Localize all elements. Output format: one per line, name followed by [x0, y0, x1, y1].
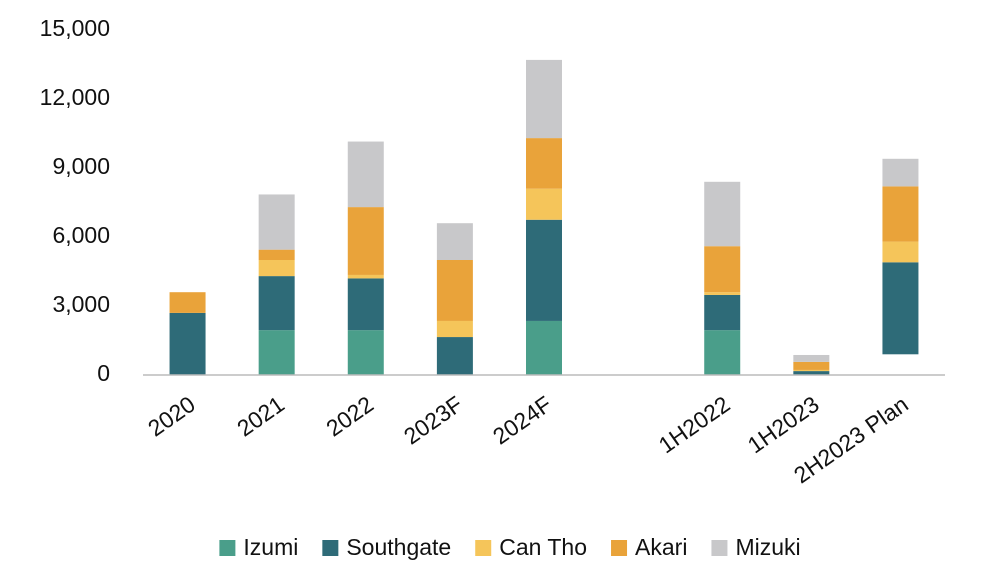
bar-segment	[526, 59, 562, 139]
bar-segment	[347, 207, 384, 275]
bar-segment	[258, 194, 295, 250]
bar-segment	[258, 260, 295, 277]
bar-segment	[436, 337, 473, 375]
bar-segment	[436, 223, 473, 260]
bar-segment	[526, 138, 562, 189]
legend-swatch	[322, 540, 339, 556]
bar-segment	[793, 354, 830, 362]
x-tick-label: 2024F	[488, 391, 556, 450]
bar-segment	[526, 320, 562, 375]
bar-segment	[526, 219, 562, 321]
x-tick-label: 1H2023	[743, 391, 824, 459]
legend-swatch	[611, 540, 628, 556]
legend-label: Mizuki	[735, 534, 800, 560]
legend-label: Izumi	[243, 534, 298, 560]
bar-segment	[793, 371, 830, 375]
x-tick-label: 2022	[321, 391, 378, 442]
legend-swatch	[475, 540, 492, 556]
bar-segment	[436, 320, 473, 338]
legend-label: Can Tho	[499, 534, 587, 560]
legend: Izumi Southgate Can Tho Akari Mizuki	[219, 534, 801, 560]
bar-segment	[882, 241, 919, 263]
bar-segment	[704, 330, 741, 375]
y-tick-label: 6,000	[52, 222, 110, 248]
bar-segment	[882, 262, 919, 355]
bar-segment	[704, 181, 741, 247]
bar-segment	[258, 330, 295, 375]
bar-segment	[793, 361, 830, 370]
bar-segment	[258, 249, 295, 260]
base-segment	[882, 354, 918, 375]
y-tick-label: 15,000	[40, 15, 110, 41]
x-tick-label: 2020	[143, 391, 200, 442]
bar-segment	[347, 141, 384, 208]
y-tick-label: 9,000	[52, 153, 110, 179]
bar-segment	[793, 369, 830, 372]
x-tick-label: 1H2022	[654, 391, 735, 459]
legend-swatch	[219, 540, 236, 556]
y-tick-label: 3,000	[52, 291, 110, 317]
x-tick-label: 2023F	[399, 391, 467, 450]
bar-segment	[347, 278, 384, 331]
legend-swatch	[711, 540, 728, 556]
bar-segment	[436, 260, 473, 321]
bar-segment	[347, 274, 384, 279]
legend-label: Southgate	[346, 534, 451, 560]
bar-segment	[882, 186, 919, 242]
bar-segment	[347, 330, 384, 375]
bar-segment	[169, 312, 206, 375]
bar-segment	[704, 294, 741, 331]
bar-segment	[258, 276, 295, 331]
y-tick-label: 12,000	[40, 84, 110, 110]
bar-segment	[704, 246, 741, 293]
bar-segment	[526, 188, 562, 220]
bar-segment	[169, 292, 206, 313]
x-tick-label: 2021	[232, 391, 289, 442]
legend-label: Akari	[635, 534, 687, 560]
y-tick-label: 0	[97, 360, 110, 386]
bar-segment	[882, 158, 919, 187]
bar-segment	[704, 292, 741, 295]
